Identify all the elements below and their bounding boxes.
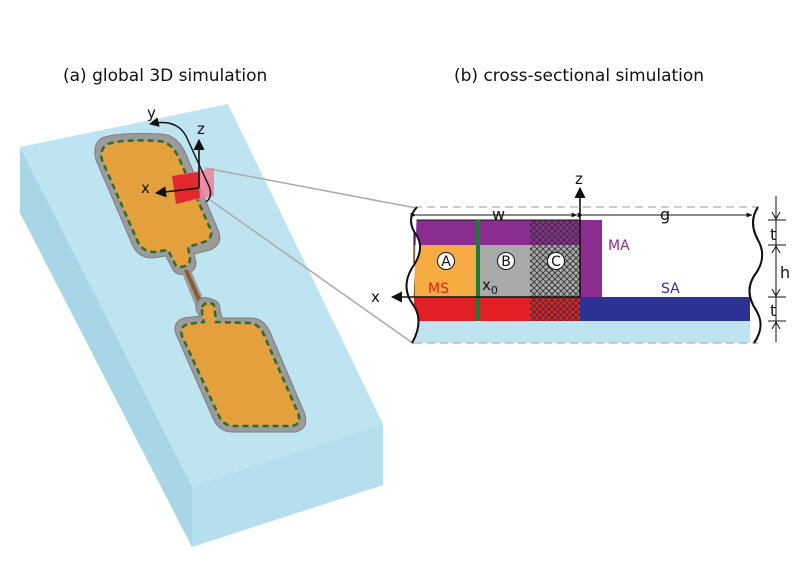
axis-2d-z-label: z <box>575 170 583 188</box>
electrode-lower <box>174 297 307 433</box>
cs-left-cut <box>405 206 422 344</box>
dimension-lines <box>410 196 786 342</box>
cs-metal-substrate-region-c-hatch <box>530 297 580 321</box>
electrode-upper <box>94 133 221 275</box>
substrate-left-face <box>20 147 192 547</box>
cs-substrate <box>414 321 750 343</box>
axes-2d <box>390 186 586 303</box>
marker-B: B <box>497 252 515 270</box>
axis-3d-y-label: y <box>147 104 156 122</box>
electrode-lower-dashed-outline <box>180 301 301 428</box>
section-plane-3d <box>172 168 214 204</box>
axis-3d-x <box>154 186 200 198</box>
dimension-w-label: w <box>492 205 505 224</box>
axes-3d <box>149 117 212 203</box>
cs-metal-air-top-c-hatch <box>530 220 580 245</box>
axis-3d-y <box>149 117 212 203</box>
substrate-front-face <box>192 424 383 547</box>
label-MA: MA <box>608 238 630 254</box>
marker-C: C <box>547 252 565 270</box>
dimension-g-label: g <box>660 205 670 224</box>
electrode-upper-dashed-outline <box>100 139 213 269</box>
svg-text:C: C <box>551 254 561 270</box>
svg-text:B: B <box>501 254 511 270</box>
dimension-h-label: h <box>780 263 790 282</box>
caption-global-3d: (a) global 3D simulation <box>63 66 267 86</box>
label-SA: SA <box>661 281 680 297</box>
svg-text:A: A <box>441 254 451 270</box>
axis-2d-x-label: x <box>371 288 380 306</box>
dimension-t-bottom-label: t <box>770 301 776 320</box>
electrode-lower-pad <box>181 302 300 426</box>
caption-cross-section: (b) cross-sectional simulation <box>454 66 704 86</box>
cross-section <box>405 205 808 347</box>
axis-3d-x-label: x <box>141 179 150 197</box>
axis-3d-z-label: z <box>197 120 205 138</box>
marker-A: A <box>437 252 455 270</box>
cs-substrate-air-region <box>580 297 750 321</box>
leader-line-bottom <box>209 199 415 345</box>
label-MS: MS <box>428 281 449 297</box>
electrode-upper-pad <box>101 140 212 268</box>
leader-line-top <box>204 167 417 209</box>
dimension-t-top-label: t <box>770 225 776 244</box>
x0-label: x0 <box>482 276 498 297</box>
cs-metal-air-side <box>580 220 602 297</box>
